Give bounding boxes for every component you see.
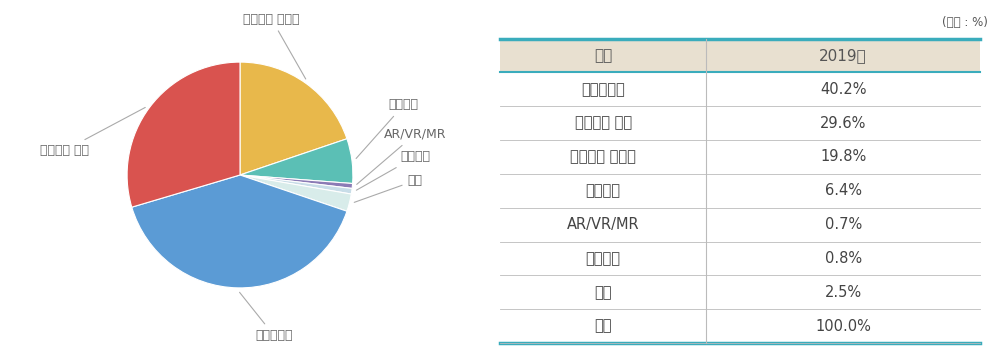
- Text: 기타: 기타: [354, 174, 422, 202]
- Text: (단위 : %): (단위 : %): [942, 16, 988, 29]
- Text: 합계: 합계: [594, 318, 612, 334]
- Text: 블록체인: 블록체인: [356, 150, 430, 190]
- Bar: [500, 38, 980, 72]
- Wedge shape: [240, 175, 353, 188]
- Text: AR/VR/MR: AR/VR/MR: [357, 128, 446, 184]
- Text: 빅데이터 분석: 빅데이터 분석: [40, 107, 145, 157]
- Wedge shape: [240, 62, 347, 175]
- Text: 클라우드 서비스: 클라우드 서비스: [570, 149, 636, 164]
- Text: 사물인터넷: 사물인터넷: [240, 292, 293, 342]
- Text: 100.0%: 100.0%: [815, 318, 871, 334]
- Text: 클라우드 서비스: 클라우드 서비스: [243, 13, 306, 79]
- Wedge shape: [240, 175, 351, 211]
- Text: 인공지능: 인공지능: [356, 98, 419, 159]
- Wedge shape: [132, 175, 347, 288]
- Text: 2019년: 2019년: [819, 48, 867, 63]
- Text: 기타: 기타: [594, 285, 612, 300]
- Wedge shape: [127, 62, 240, 207]
- Text: 6.4%: 6.4%: [825, 183, 862, 198]
- Text: 빅데이터 분석: 빅데이터 분석: [575, 116, 632, 131]
- Text: 29.6%: 29.6%: [820, 116, 866, 131]
- Text: 40.2%: 40.2%: [820, 82, 866, 97]
- Text: 2.5%: 2.5%: [825, 285, 862, 300]
- Text: 구분: 구분: [594, 48, 612, 63]
- Text: 0.7%: 0.7%: [825, 217, 862, 232]
- Text: 인공지능: 인공지능: [586, 183, 621, 198]
- Text: 19.8%: 19.8%: [820, 149, 866, 164]
- Text: 사물인터넷: 사물인터넷: [581, 82, 625, 97]
- Text: 0.8%: 0.8%: [825, 251, 862, 266]
- Wedge shape: [240, 175, 352, 194]
- Text: AR/VR/MR: AR/VR/MR: [567, 217, 640, 232]
- Wedge shape: [240, 139, 353, 183]
- Text: 블록체인: 블록체인: [586, 251, 621, 266]
